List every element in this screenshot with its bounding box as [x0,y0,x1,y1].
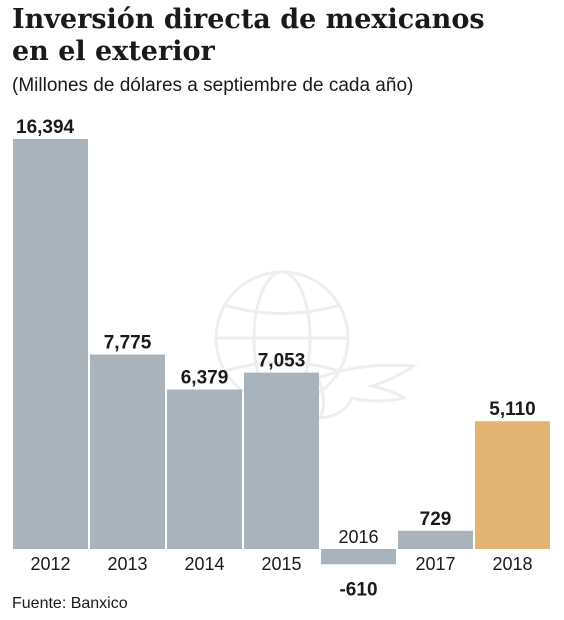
bars-layer [13,139,550,565]
category-label-2013: 2013 [107,554,147,574]
category-label-2014: 2014 [184,554,224,574]
chart-title-line-1: Inversión directa de mexicanos [12,4,485,35]
category-label-2018: 2018 [492,554,532,574]
bar-2015 [244,372,319,549]
category-label-2012: 2012 [30,554,70,574]
value-label-2015: 7,053 [258,351,306,372]
source-note: Fuente: Banxico [12,595,128,612]
value-label-2013: 7,775 [104,333,152,354]
value-label-2017: 729 [420,509,452,530]
value-labels-layer: 16,394 7,775 6,379 7,053 -610 729 5,110 [16,117,536,600]
category-label-2017: 2017 [415,554,455,574]
chart-subtitle: (Millones de dólares a septiembre de cad… [12,75,414,96]
value-label-2016: -610 [339,579,377,600]
chart-title-line-2: en el exterior [12,36,215,67]
bar-2013 [90,354,165,549]
bar-2012 [13,139,88,549]
chart-title: Inversión directa de mexicanos en el ext… [12,4,552,68]
bar-2017 [398,530,473,549]
bar-2014 [167,389,242,549]
value-label-2014: 6,379 [181,367,229,388]
value-label-2018: 5,110 [489,399,536,420]
value-label-2012: 16,394 [16,117,75,138]
category-labels-layer: 2012 2013 2014 2015 2016 2017 2018 [30,527,532,574]
bar-2016 [321,549,396,565]
category-label-2016: 2016 [338,527,378,547]
category-label-2015: 2015 [261,554,301,574]
bar-2018 [475,421,550,549]
